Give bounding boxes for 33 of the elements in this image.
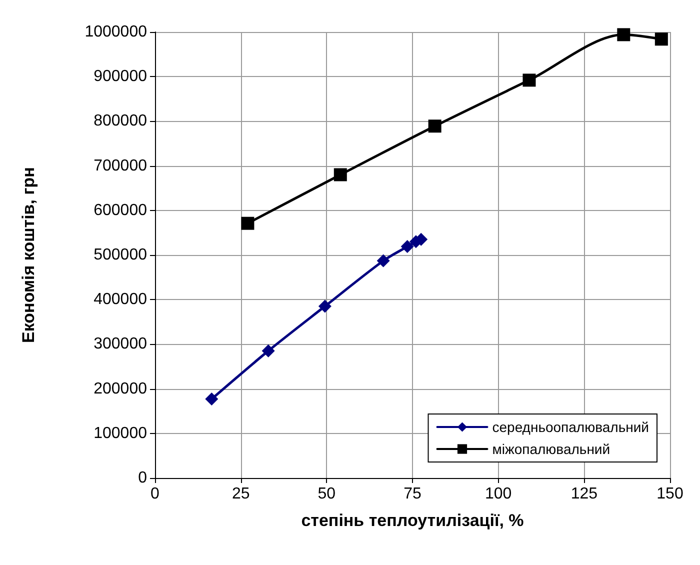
x-tick-label: 50 (318, 486, 336, 502)
legend-label: середньоопалювальний (492, 419, 650, 435)
point (617, 28, 630, 42)
y-tick-label: 100000 (94, 424, 148, 442)
point (262, 344, 275, 358)
y-axis-title: Економія коштів, грн (19, 167, 38, 343)
y-tick-label: 400000 (94, 291, 148, 308)
y-tick-label: 200000 (94, 380, 148, 398)
y-tick-label: 300000 (94, 336, 148, 353)
x-tick-label: 125 (570, 486, 598, 502)
x-tick-label: 100 (484, 486, 512, 502)
point (205, 392, 218, 406)
point (400, 240, 414, 254)
x-axis-title: степінь теплоутилізації, % (301, 511, 524, 530)
point (241, 216, 254, 230)
y-tick-label: 700000 (94, 157, 148, 174)
point (428, 120, 442, 133)
point (318, 300, 332, 313)
y-tick-label: 900000 (94, 68, 148, 86)
x-tick-label: 75 (404, 486, 422, 502)
y-tick-label: 600000 (94, 202, 148, 219)
y-tick-label: 1000000 (84, 24, 148, 40)
y-tick-label: 800000 (94, 112, 148, 130)
y-tick-label: 500000 (94, 246, 148, 264)
x-tick-label: 0 (150, 486, 160, 502)
x-tick-label: 150 (656, 486, 684, 502)
y-tick-label: 0 (138, 470, 148, 486)
legend-label: міжопалювальний (492, 441, 610, 457)
point (334, 168, 347, 182)
x-tick-label: 25 (232, 486, 250, 502)
point (376, 254, 390, 268)
point (522, 74, 536, 87)
point (654, 32, 668, 46)
